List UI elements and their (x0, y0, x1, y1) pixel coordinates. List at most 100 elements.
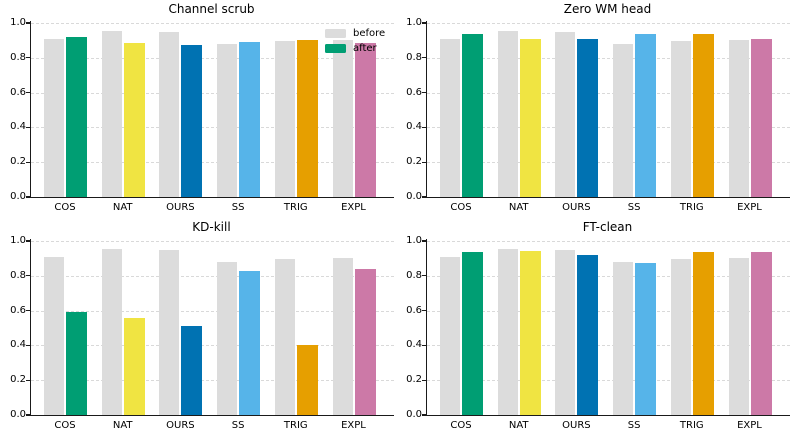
y-tick-label: 1.0 (10, 235, 26, 246)
x-tick-label-ours: OURS (562, 420, 591, 431)
x-tick-label-ours: OURS (166, 202, 195, 213)
gridline (31, 92, 394, 94)
y-tick-label: 0.2 (406, 374, 422, 386)
bar-before-nat (497, 248, 518, 415)
y-tick-mark (422, 344, 426, 346)
bar-before-ss (613, 43, 634, 197)
x-tick-label-ours: OURS (166, 420, 195, 431)
bar-before-expl (332, 258, 353, 415)
plot-area: 0.0 0.2 0.4 0.6 0.8 1.0 COS NAT OURS SS TRIG EXPL (10, 236, 394, 431)
y-tick-mark (422, 275, 426, 277)
bar-before-trig (274, 41, 295, 197)
x-tick-label-trig: TRIG (679, 420, 704, 431)
bar-before-trig (670, 41, 691, 197)
gridline (427, 275, 790, 277)
bar-after-expl (354, 268, 376, 415)
x-tick-label-cos: COS (54, 202, 76, 213)
y-tick-label: 0.2 (406, 156, 422, 168)
x-tick-label-ss: SS (627, 202, 641, 213)
x-tick-label-nat: NAT (508, 420, 529, 431)
y-tick-mark (422, 196, 426, 198)
gridline (427, 241, 790, 242)
x-tick-label-nat: NAT (112, 420, 133, 431)
y-tick-label: 0.8 (10, 269, 26, 281)
bar-after-expl (354, 43, 376, 197)
legend-label-before: before (353, 28, 386, 39)
plot-area: 0.0 0.2 0.4 0.6 0.8 1.0 COS NAT OURS SS TRIG EXPL be… (10, 18, 394, 213)
y-tick-label: 0.2 (10, 374, 26, 386)
y-tick-label: 1.0 (406, 17, 422, 28)
bar-after-trig (692, 252, 714, 415)
gridline (427, 23, 790, 24)
chart-title: KD-kill (192, 220, 231, 234)
gridline (427, 345, 790, 347)
gridline (31, 23, 394, 24)
gridline (427, 92, 790, 94)
y-tick-label: 0.2 (10, 156, 26, 168)
subplot-zero-wm-head: Zero WM head 0.0 0.2 0.4 0.6 0.8 1.0 COS NAT OUR… (396, 0, 792, 218)
chart-title: Channel scrub (168, 2, 255, 16)
y-tick-label: 0.8 (10, 51, 26, 63)
y-tick-mark (26, 310, 30, 312)
y-tick-label: 0.4 (10, 121, 26, 133)
legend-swatch-after (325, 44, 346, 53)
bar-before-nat (101, 248, 122, 415)
legend: before after (325, 26, 385, 56)
x-tick-label-ours: OURS (562, 202, 591, 213)
x-tick-label-nat: NAT (508, 202, 529, 213)
gridline (31, 241, 394, 242)
bar-before-cos (44, 256, 64, 415)
bar-before-expl (728, 40, 749, 197)
gridline (31, 162, 394, 164)
y-tick-mark (26, 379, 30, 381)
subplot-kd-kill: KD-kill 0.0 0.2 0.4 0.6 0.8 1.0 COS NAT OURS SS TR… (0, 218, 396, 436)
bar-before-ours (159, 249, 180, 415)
legend-row-before: before (325, 26, 385, 41)
bar-after-ss (635, 262, 657, 415)
x-tick-label-nat: NAT (112, 202, 133, 213)
x-tick-label-cos: COS (450, 202, 472, 213)
y-tick-mark (26, 275, 30, 277)
bar-before-expl (728, 258, 749, 415)
bar-after-ss (635, 34, 657, 197)
y-tick-mark (422, 310, 426, 312)
x-tick-label-expl: EXPL (341, 420, 366, 431)
y-tick-label: 0.0 (406, 191, 422, 202)
y-tick-label: 0.6 (10, 86, 26, 98)
y-tick-mark (26, 57, 30, 59)
y-tick-label: 0.6 (406, 304, 422, 316)
x-tick-label-expl: EXPL (341, 202, 366, 213)
y-tick-mark (26, 22, 30, 24)
y-tick-label: 0.6 (406, 86, 422, 98)
y-tick-label: 0.0 (10, 409, 26, 420)
y-tick-mark (422, 379, 426, 381)
y-tick-label: 0.0 (406, 409, 422, 420)
bar-before-ours (159, 31, 180, 197)
subplot-ft-clean: FT-clean 0.0 0.2 0.4 0.6 0.8 1.0 COS NAT OURS SS T… (396, 218, 792, 436)
bar-after-ss (239, 270, 261, 415)
x-tick-label-trig: TRIG (679, 202, 704, 213)
plot-area: 0.0 0.2 0.4 0.6 0.8 1.0 COS NAT OURS SS TRIG EXPL (406, 236, 790, 431)
gridline (31, 57, 394, 59)
bar-after-cos (66, 312, 87, 415)
bar-before-cos (440, 256, 460, 415)
y-tick-mark (422, 414, 426, 416)
x-tick-label-trig: TRIG (283, 202, 308, 213)
bar-before-ss (217, 261, 238, 415)
gridline (427, 162, 790, 164)
bar-after-nat (519, 38, 541, 197)
bar-after-ours (181, 44, 203, 197)
bar-before-expl (332, 40, 353, 197)
y-tick-label: 0.4 (10, 339, 26, 351)
bar-before-ss (217, 43, 238, 197)
y-tick-label: 0.8 (406, 269, 422, 281)
x-tick-label-expl: EXPL (737, 202, 762, 213)
y-tick-label: 0.6 (10, 304, 26, 316)
bar-before-trig (670, 259, 691, 415)
bar-after-cos (66, 36, 87, 197)
y-tick-mark (422, 22, 426, 24)
y-tick-label: 1.0 (406, 235, 422, 246)
y-tick-mark (26, 196, 30, 198)
bar-after-expl (750, 38, 772, 197)
